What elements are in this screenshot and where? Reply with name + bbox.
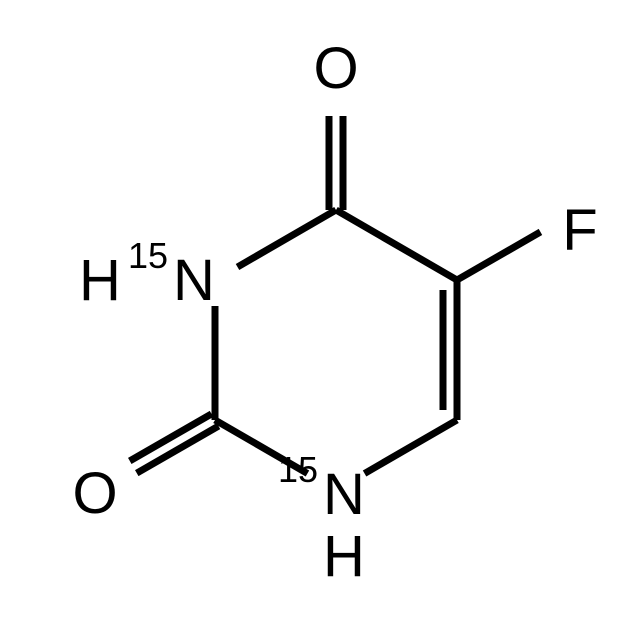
atom-N3-15: 15 xyxy=(128,235,168,276)
atom-N1-H-bottom: H xyxy=(323,524,365,589)
atom-N1-15: 15 xyxy=(278,449,318,490)
bond-line xyxy=(238,210,336,267)
atom-N1-N: N xyxy=(323,462,365,527)
bond-line xyxy=(457,232,540,280)
atom-O-left: O xyxy=(72,461,117,526)
bond-line xyxy=(336,210,457,280)
labels-layer: OOFH15N15NH xyxy=(72,36,597,589)
atom-F: F xyxy=(562,198,597,263)
bond-line xyxy=(365,420,457,473)
atom-N3-H: H xyxy=(79,248,121,313)
molecule-diagram: OOFH15N15NH xyxy=(0,0,626,640)
atom-O-top: O xyxy=(313,36,358,101)
atom-N3-N: N xyxy=(173,248,215,313)
